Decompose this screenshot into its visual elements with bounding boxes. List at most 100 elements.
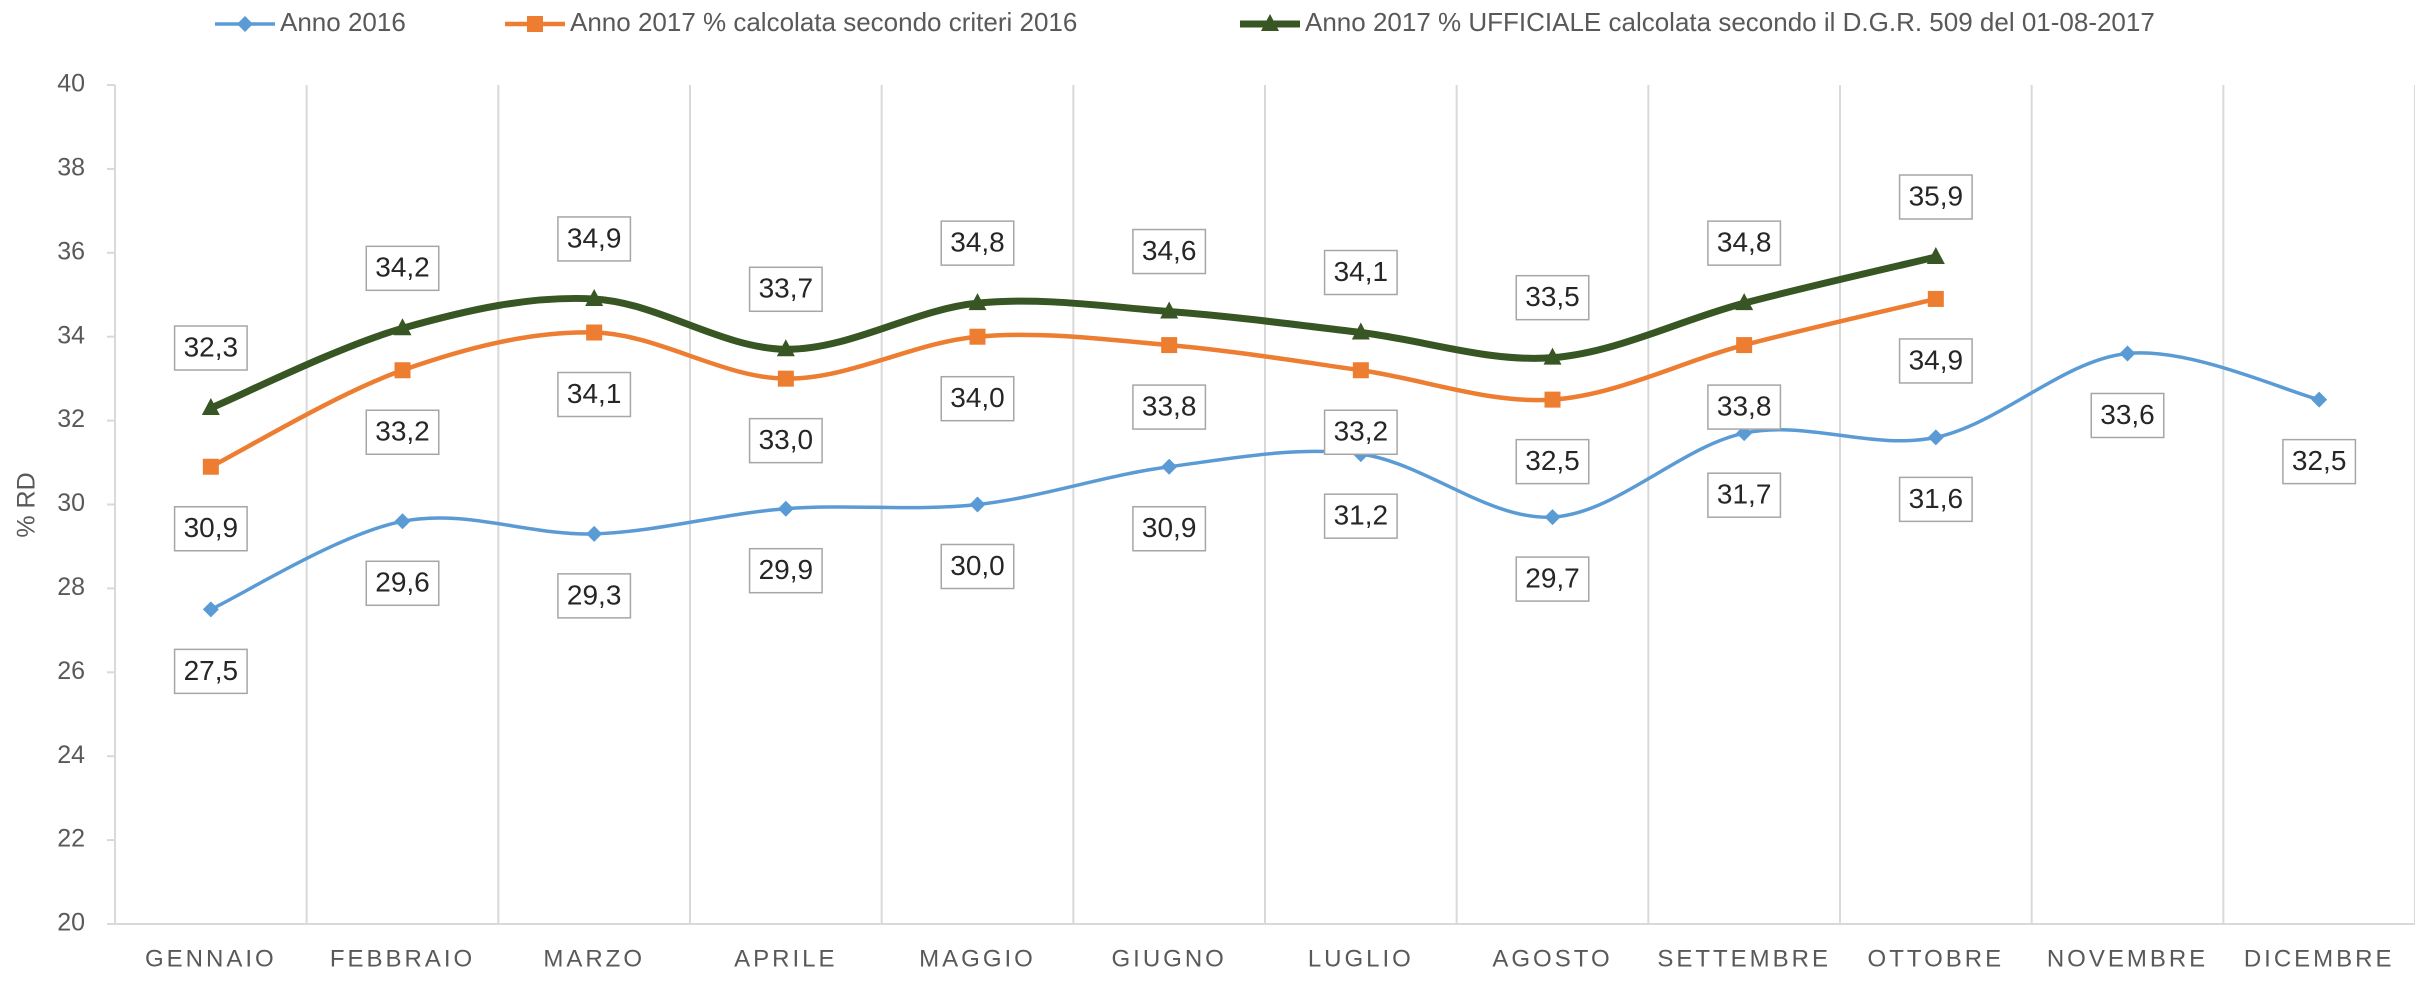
data-label-box: [1515, 438, 1590, 485]
data-label: 33,8: [1132, 384, 1207, 430]
x-tick-label: GENNAIO: [145, 945, 277, 972]
data-label-text: 31,7: [1717, 479, 1772, 510]
data-label-text: 29,6: [375, 567, 430, 598]
data-label-box: [1707, 472, 1782, 518]
point: [586, 525, 603, 542]
data-label-box: [365, 560, 440, 607]
legend-label: Anno 2017 % calcolata secondo criteri 20…: [570, 7, 1077, 37]
point: [1161, 458, 1178, 475]
point: [202, 601, 219, 618]
x-tick-label: SETTEMBRE: [1657, 945, 1831, 972]
data-label-text: 34,8: [1717, 227, 1772, 258]
data-label-text: 29,7: [1525, 562, 1580, 593]
data-label: 34,9: [1898, 338, 1973, 384]
data-label: 30,0: [940, 543, 1015, 590]
data-label: 31,2: [1323, 493, 1398, 539]
data-label-box: [2090, 392, 2165, 439]
x-tick-label: MARZO: [543, 945, 645, 972]
data-label-box: [1898, 338, 1973, 384]
data-label: 29,3: [557, 573, 632, 619]
x-tick-label: DICEMBRE: [2244, 945, 2395, 972]
data-label-box: [1515, 274, 1590, 321]
point: [1161, 337, 1178, 354]
data-label-box: [1132, 505, 1207, 552]
y-tick-label: 24: [57, 741, 85, 769]
data-label: 33,2: [1323, 409, 1398, 456]
series-line: [209, 296, 1937, 469]
point: [968, 293, 987, 311]
data-label: 31,7: [1707, 472, 1782, 518]
point: [394, 513, 411, 530]
data-label: 31,6: [1898, 476, 1973, 523]
y-tick-label: 40: [57, 70, 85, 98]
data-label: 33,7: [748, 266, 823, 313]
point: [1261, 14, 1279, 31]
point: [969, 496, 986, 513]
data-label-box: [1323, 249, 1398, 296]
data-label: 32,5: [2282, 438, 2357, 485]
x-tick-label: AGOSTO: [1492, 945, 1612, 972]
data-label: 34,1: [1323, 249, 1398, 296]
point: [776, 339, 795, 357]
point: [1927, 429, 1944, 446]
data-label-text: 34,0: [950, 382, 1005, 413]
point: [1544, 391, 1561, 408]
data-label: 33,2: [365, 409, 440, 456]
y-tick-label: 20: [57, 909, 85, 937]
point: [2119, 345, 2136, 362]
data-label-box: [748, 266, 823, 313]
data-label: 34,2: [365, 245, 440, 292]
data-label-text: 34,9: [567, 222, 622, 253]
y-tick-label: 28: [57, 573, 85, 601]
data-label-box: [173, 505, 248, 552]
data-label-text: 34,1: [1334, 256, 1389, 287]
data-label-text: 30,9: [1142, 512, 1197, 543]
data-label-box: [365, 409, 440, 456]
data-label-text: 35,9: [1909, 180, 1964, 211]
data-label-text: 33,8: [1717, 390, 1772, 421]
data-label-text: 33,2: [1334, 416, 1389, 447]
data-label-text: 34,9: [1909, 344, 1964, 375]
data-label-box: [1898, 476, 1973, 523]
data-label: 30,9: [173, 505, 248, 552]
data-label-box: [365, 245, 440, 292]
series-line: [210, 351, 2320, 611]
data-label-box: [557, 216, 632, 262]
point: [202, 458, 219, 475]
x-tick-label: APRILE: [734, 945, 837, 972]
point: [393, 318, 412, 336]
legend-label: Anno 2016: [280, 7, 406, 37]
data-label: 33,0: [748, 417, 823, 464]
data-label-box: [557, 573, 632, 619]
data-label: 34,8: [940, 220, 1015, 266]
data-label-box: [940, 375, 1015, 422]
point: [1351, 322, 1370, 340]
data-label-box: [940, 543, 1015, 590]
data-label-text: 33,2: [375, 416, 430, 447]
y-axis-title: % RD: [13, 472, 41, 537]
point: [1927, 290, 1944, 307]
data-label: 29,7: [1515, 556, 1590, 602]
data-label-text: 29,3: [567, 579, 622, 610]
point: [527, 16, 543, 32]
point: [1160, 301, 1179, 319]
y-tick-label: 36: [57, 237, 85, 265]
data-label-text: 31,2: [1334, 500, 1389, 531]
y-tick-label: 22: [57, 825, 85, 853]
point: [1352, 362, 1369, 379]
x-tick-label: MAGGIO: [919, 945, 1036, 972]
data-label-text: 33,8: [1142, 390, 1197, 421]
data-label: 32,5: [1515, 438, 1590, 485]
data-label: 29,6: [365, 560, 440, 607]
data-label-text: 33,6: [2100, 399, 2155, 430]
point: [1736, 337, 1753, 354]
data-label-box: [1323, 409, 1398, 456]
x-tick-label: LUGLIO: [1308, 945, 1414, 972]
data-label: 34,9: [557, 216, 632, 262]
point: [1735, 293, 1754, 311]
data-label-box: [2282, 438, 2357, 485]
y-tick-label: 26: [57, 657, 85, 685]
point: [1926, 246, 1945, 264]
data-label: 27,5: [173, 648, 248, 695]
data-label: 34,1: [557, 371, 632, 418]
